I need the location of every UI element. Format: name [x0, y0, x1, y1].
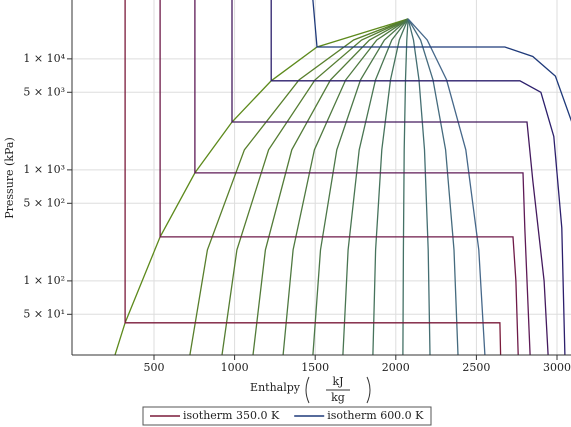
curve	[402, 18, 409, 355]
legend-items: isotherm 350.0 K isotherm 600.0 K	[150, 409, 424, 422]
x-tick-label: 500	[144, 361, 165, 374]
y-tick-label: 5 × 10²	[23, 196, 65, 209]
x-axis-label: Enthalpy	[250, 381, 301, 394]
y-tick-label: 1 × 10²	[23, 274, 65, 287]
grid	[72, 0, 571, 355]
legend-label: isotherm 350.0 K	[183, 409, 280, 422]
curve	[159, 0, 519, 355]
legend	[142, 406, 432, 426]
curve	[221, 18, 409, 355]
curve	[252, 18, 409, 355]
y-tick-label: 1 × 10³	[23, 163, 65, 176]
curve	[407, 18, 431, 355]
x-unit-num: kJ	[332, 375, 343, 388]
legend-label: isotherm 600.0 K	[327, 409, 424, 422]
curve	[372, 18, 409, 355]
y-tick-label: 5 × 10³	[23, 85, 65, 98]
x-tick-label: 2500	[462, 361, 490, 374]
curve	[114, 18, 409, 355]
curve	[407, 18, 486, 355]
curve	[342, 18, 409, 355]
x-tick-label: 3000	[543, 361, 571, 374]
y-tick-label: 5 × 10¹	[23, 307, 65, 320]
curve	[189, 18, 409, 355]
curve	[194, 0, 531, 355]
curve	[124, 0, 502, 355]
y-tick-label: 1 × 10⁴	[23, 52, 65, 65]
paren	[305, 376, 371, 404]
x-tick-label: 1500	[301, 361, 329, 374]
y-axis-label: Pressure (kPa)	[3, 137, 16, 219]
curve	[407, 18, 459, 355]
x-tick-label: 1000	[221, 361, 249, 374]
curve	[312, 0, 571, 122]
curve	[270, 0, 566, 355]
curve	[231, 0, 549, 355]
x-unit-den: kg	[331, 391, 345, 404]
x-tick-label: 2000	[382, 361, 410, 374]
plot-area	[114, 0, 571, 355]
curve	[282, 18, 409, 355]
curve	[312, 18, 409, 355]
